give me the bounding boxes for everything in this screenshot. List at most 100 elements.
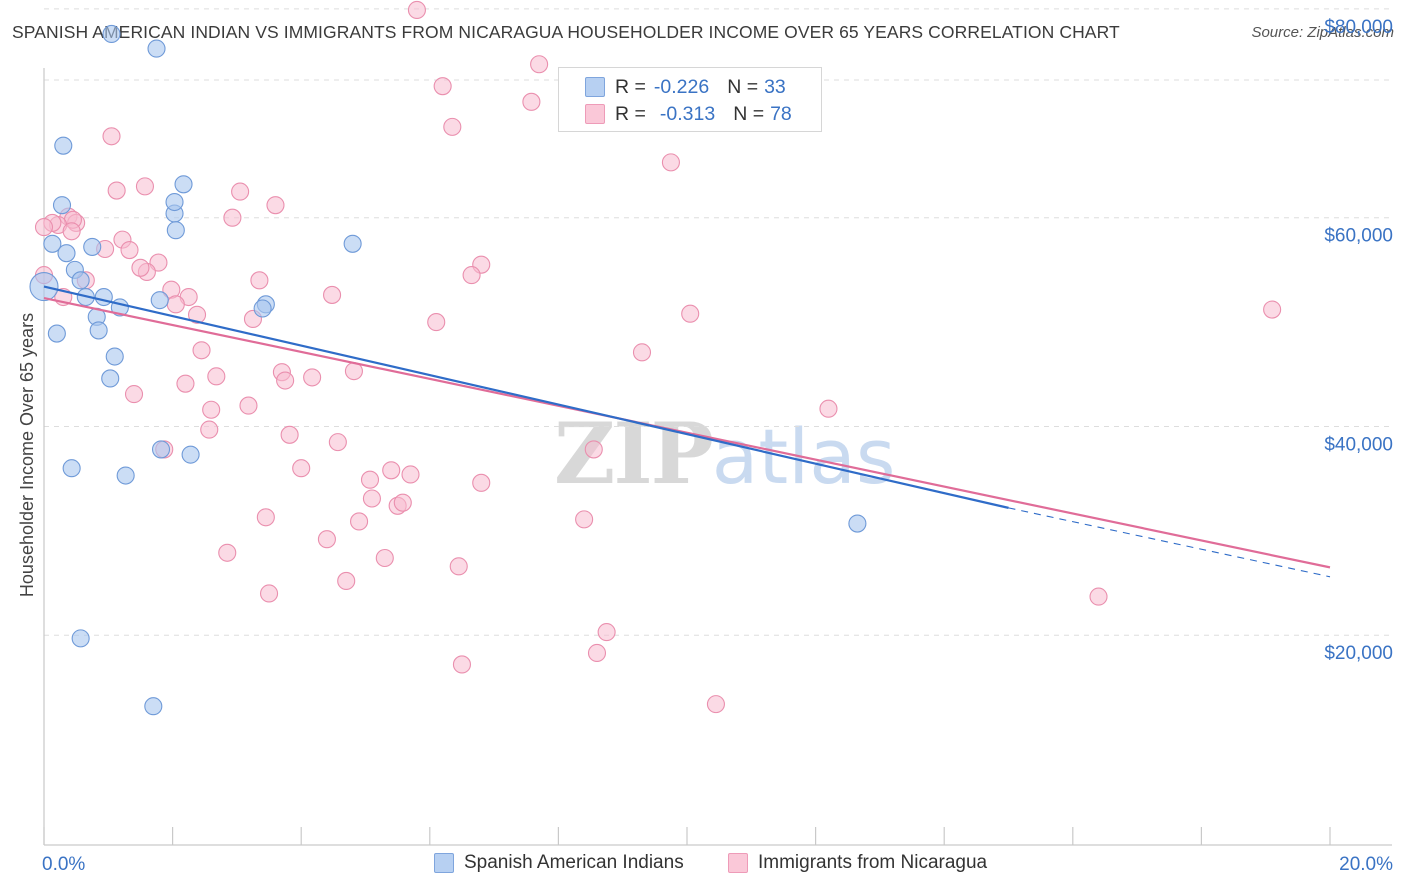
- point-spanish-american-indians: [253, 299, 272, 318]
- bottom-legend-series1: Spanish American Indians: [434, 852, 684, 874]
- y-tick-label: $20,000: [1324, 643, 1393, 664]
- point-spanish-american-indians: [166, 221, 185, 240]
- chart-title: SPANISH AMERICAN INDIAN VS IMMIGRANTS FR…: [12, 22, 1120, 42]
- legend-n-label: N =: [733, 102, 765, 125]
- point-spanish-american-indians: [343, 234, 362, 253]
- point-spanish-american-indians: [43, 234, 62, 253]
- point-immigrants-from-nicaragua: [323, 285, 342, 304]
- point-immigrants-from-nicaragua: [1263, 300, 1282, 319]
- series-spanish-american-indians: [29, 24, 867, 716]
- point-immigrants-from-nicaragua: [449, 557, 468, 576]
- point-spanish-american-indians: [151, 440, 171, 459]
- legend-row-series2: R = -0.313 N = 78: [585, 102, 792, 126]
- point-spanish-american-indians: [71, 629, 90, 648]
- legend-n-value: 78: [770, 102, 792, 125]
- point-immigrants-from-nicaragua: [706, 695, 725, 714]
- point-spanish-american-indians: [101, 369, 120, 388]
- point-immigrants-from-nicaragua: [462, 266, 481, 285]
- trend-line-spanish-american-indians: [43, 285, 1009, 509]
- point-immigrants-from-nicaragua: [102, 127, 121, 146]
- point-immigrants-from-nicaragua: [632, 343, 652, 362]
- point-spanish-american-indians: [71, 271, 90, 290]
- point-immigrants-from-nicaragua: [259, 584, 279, 603]
- point-immigrants-from-nicaragua: [120, 241, 139, 260]
- point-immigrants-from-nicaragua: [176, 374, 195, 393]
- point-spanish-american-indians: [57, 244, 76, 263]
- point-immigrants-from-nicaragua: [584, 440, 603, 459]
- legend-r-label: R =: [615, 75, 646, 98]
- point-immigrants-from-nicaragua: [407, 0, 426, 20]
- point-immigrants-from-nicaragua: [681, 304, 700, 323]
- point-immigrants-from-nicaragua: [522, 92, 541, 111]
- legend-swatch-pink: [585, 104, 605, 124]
- point-immigrants-from-nicaragua: [187, 305, 207, 324]
- point-immigrants-from-nicaragua: [472, 473, 491, 492]
- point-immigrants-from-nicaragua: [223, 208, 242, 227]
- point-immigrants-from-nicaragua: [62, 222, 81, 241]
- point-spanish-american-indians: [150, 291, 169, 310]
- point-immigrants-from-nicaragua: [530, 55, 549, 74]
- point-immigrants-from-nicaragua: [433, 77, 452, 96]
- point-immigrants-from-nicaragua: [135, 177, 155, 196]
- y-tick-label: $40,000: [1324, 434, 1393, 455]
- series-immigrants-from-nicaragua: [34, 0, 1282, 714]
- point-immigrants-from-nicaragua: [266, 196, 285, 215]
- point-immigrants-from-nicaragua: [34, 218, 54, 237]
- point-spanish-american-indians: [105, 347, 124, 366]
- point-immigrants-from-nicaragua: [382, 461, 401, 480]
- x-tick-label: 20.0%: [1339, 854, 1393, 875]
- point-immigrants-from-nicaragua: [360, 470, 380, 489]
- bottom-legend-swatch-pink: [728, 853, 748, 873]
- point-spanish-american-indians: [165, 192, 184, 212]
- bottom-legend-series2: Immigrants from Nicaragua: [728, 852, 987, 874]
- bottom-legend-swatch-blue: [434, 853, 454, 873]
- point-immigrants-from-nicaragua: [452, 655, 472, 674]
- point-immigrants-from-nicaragua: [597, 623, 616, 642]
- point-spanish-american-indians: [62, 459, 81, 478]
- point-immigrants-from-nicaragua: [256, 508, 275, 527]
- point-immigrants-from-nicaragua: [362, 489, 381, 508]
- point-immigrants-from-nicaragua: [317, 530, 336, 549]
- point-immigrants-from-nicaragua: [587, 643, 607, 663]
- point-spanish-american-indians: [94, 287, 113, 307]
- chart-source: Source: ZipAtlas.com: [1251, 24, 1394, 41]
- point-immigrants-from-nicaragua: [1089, 587, 1108, 606]
- point-immigrants-from-nicaragua: [124, 385, 144, 404]
- legend-r-label: R =: [615, 102, 646, 125]
- bottom-legend-label-series2: Immigrants from Nicaragua: [758, 852, 988, 873]
- point-immigrants-from-nicaragua: [375, 548, 394, 568]
- trend-lines: [43, 285, 1331, 578]
- point-immigrants-from-nicaragua: [393, 493, 412, 512]
- point-immigrants-from-nicaragua: [131, 258, 150, 277]
- point-spanish-american-indians: [147, 39, 166, 58]
- legend-swatch-blue: [585, 77, 605, 97]
- legend-r-value: -0.313: [659, 102, 716, 125]
- point-spanish-american-indians: [83, 237, 102, 256]
- point-immigrants-from-nicaragua: [661, 153, 680, 172]
- point-spanish-american-indians: [102, 24, 121, 44]
- point-immigrants-from-nicaragua: [575, 510, 594, 529]
- point-spanish-american-indians: [47, 324, 66, 343]
- bottom-legend-label-series1: Spanish American Indians: [464, 852, 684, 873]
- point-spanish-american-indians: [52, 196, 72, 215]
- y-tick-label: $60,000: [1324, 226, 1393, 247]
- point-immigrants-from-nicaragua: [280, 425, 299, 444]
- point-immigrants-from-nicaragua: [166, 295, 185, 314]
- point-immigrants-from-nicaragua: [303, 368, 322, 387]
- point-spanish-american-indians: [181, 445, 200, 464]
- point-spanish-american-indians: [54, 136, 73, 155]
- legend-n-value: 33: [764, 75, 786, 98]
- axis-labels: $20,000 $40,000 $60,000 $80,000 0.0% 20.0% Hou…: [17, 17, 1393, 875]
- point-immigrants-from-nicaragua: [401, 465, 420, 484]
- point-immigrants-from-nicaragua: [276, 371, 295, 390]
- trend-line-extension-spanish-american-indians: [1008, 507, 1331, 578]
- correlation-legend: R = -0.226 N = 33 R = -0.313 N = 78: [558, 67, 822, 132]
- point-spanish-american-indians: [174, 175, 193, 194]
- point-immigrants-from-nicaragua: [239, 396, 258, 415]
- point-immigrants-from-nicaragua: [328, 433, 347, 452]
- y-axis-title: Householder Income Over 65 years: [17, 313, 37, 597]
- trend-line-immigrants-from-nicaragua: [43, 296, 1331, 569]
- point-spanish-american-indians: [116, 466, 135, 485]
- point-immigrants-from-nicaragua: [192, 341, 211, 360]
